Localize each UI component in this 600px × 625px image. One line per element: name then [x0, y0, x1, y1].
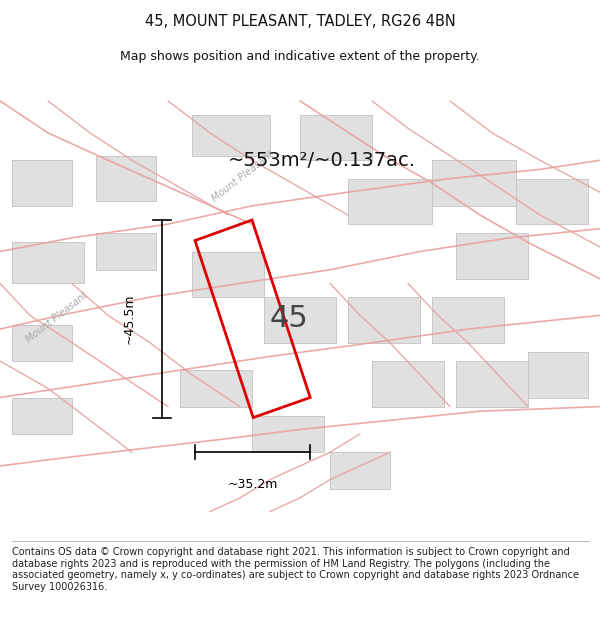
Polygon shape — [180, 370, 252, 407]
Polygon shape — [12, 242, 84, 284]
Polygon shape — [192, 251, 264, 297]
Polygon shape — [456, 361, 528, 407]
Polygon shape — [252, 416, 324, 452]
Polygon shape — [12, 398, 72, 434]
Text: Mount Pleasant: Mount Pleasant — [24, 291, 89, 345]
Polygon shape — [516, 179, 588, 224]
Polygon shape — [96, 156, 156, 201]
Text: 45: 45 — [269, 304, 308, 333]
Text: Mount Pleasant: Mount Pleasant — [210, 149, 275, 203]
Polygon shape — [264, 297, 336, 343]
Polygon shape — [300, 114, 372, 160]
Text: ~35.2m: ~35.2m — [227, 478, 278, 491]
Polygon shape — [12, 160, 72, 206]
Polygon shape — [528, 352, 588, 398]
Polygon shape — [330, 452, 390, 489]
Polygon shape — [348, 297, 420, 343]
Text: 45, MOUNT PLEASANT, TADLEY, RG26 4BN: 45, MOUNT PLEASANT, TADLEY, RG26 4BN — [145, 14, 455, 29]
Polygon shape — [432, 297, 504, 343]
Polygon shape — [96, 233, 156, 270]
Polygon shape — [348, 179, 432, 224]
Text: Contains OS data © Crown copyright and database right 2021. This information is : Contains OS data © Crown copyright and d… — [12, 547, 579, 592]
Polygon shape — [192, 114, 270, 156]
Polygon shape — [456, 233, 528, 279]
Polygon shape — [372, 361, 444, 407]
Text: ~553m²/~0.137ac.: ~553m²/~0.137ac. — [228, 151, 416, 170]
Polygon shape — [432, 160, 516, 206]
Text: Map shows position and indicative extent of the property.: Map shows position and indicative extent… — [120, 50, 480, 62]
Polygon shape — [12, 324, 72, 361]
Text: ~45.5m: ~45.5m — [122, 294, 136, 344]
